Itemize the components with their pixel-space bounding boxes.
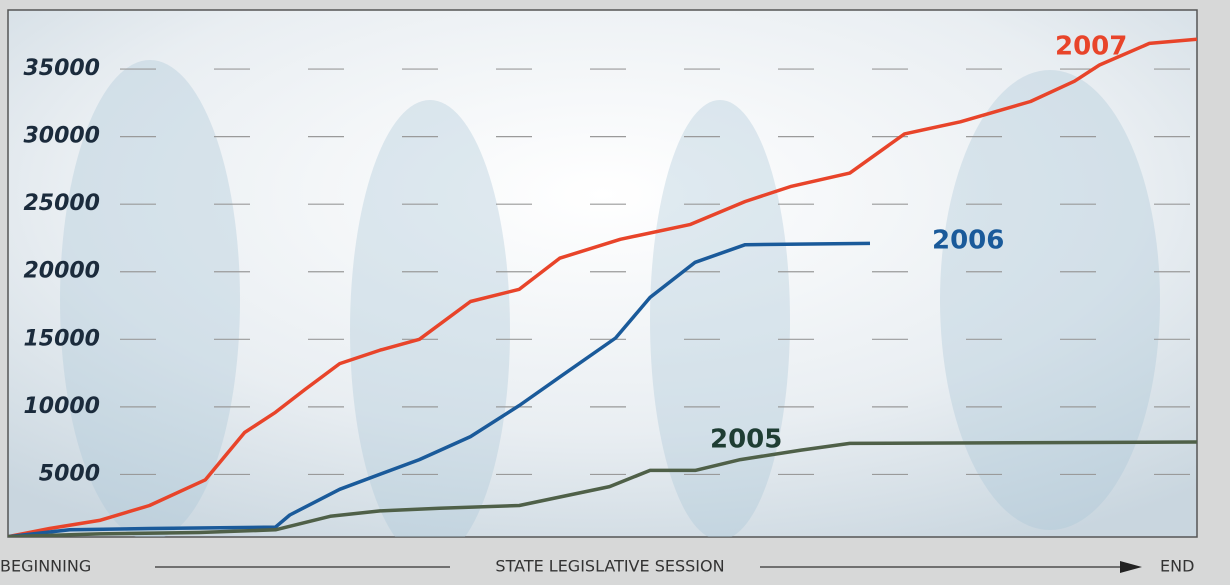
series-label: 2006 — [932, 226, 1004, 256]
y-tick-label: 20000 — [23, 259, 100, 284]
y-tick-label: 15000 — [23, 326, 100, 351]
chart: 2007 2006 2005 BEGINNING STATE LEGISLATIVE… — [0, 0, 1230, 585]
series-label: 2007 — [1055, 32, 1127, 62]
x-label-start: BEGINNING — [0, 557, 91, 576]
y-tick-label: 35000 — [23, 56, 100, 81]
x-label-end: END — [1160, 557, 1194, 576]
y-tick-label: 10000 — [23, 394, 100, 419]
y-tick-label: 5000 — [39, 461, 100, 486]
series-label: 2005 — [710, 425, 782, 455]
x-label: STATE LEGISLATIVE SESSION — [495, 557, 724, 576]
y-tick-label: 25000 — [23, 191, 100, 216]
y-tick-label: 30000 — [23, 124, 100, 149]
